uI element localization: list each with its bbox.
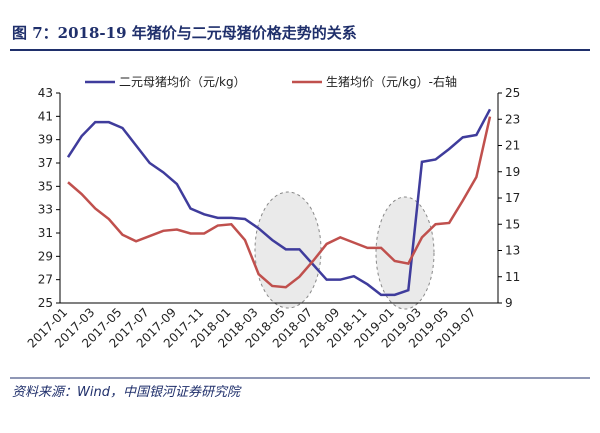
y2-tick-label: 13 <box>505 244 520 258</box>
y2-tick-label: 11 <box>505 270 520 284</box>
y-tick-label: 33 <box>38 203 53 217</box>
y-tick-label: 25 <box>38 296 53 310</box>
y2-tick-label: 17 <box>505 191 520 205</box>
y2-tick-label: 15 <box>505 217 520 231</box>
legend-label: 生猪均价（元/kg）-右轴 <box>326 74 457 89</box>
y-tick-label: 41 <box>38 109 53 123</box>
series-line <box>67 116 492 289</box>
legend-label: 二元母猪均价（元/kg） <box>119 75 246 89</box>
y2-tick-label: 19 <box>505 165 520 179</box>
series-line <box>66 108 492 297</box>
y-tick-label: 39 <box>38 133 53 147</box>
highlight <box>375 196 435 310</box>
y-tick-label: 37 <box>38 156 53 170</box>
source: 资料来源：Wind，中国银河证券研究院 <box>12 384 242 400</box>
y2-tick-label: 23 <box>505 112 520 126</box>
y-tick-label: 43 <box>38 86 53 100</box>
y2-tick-label: 21 <box>505 139 520 153</box>
y-tick-label: 27 <box>38 273 53 287</box>
y-tick-label: 31 <box>38 226 53 240</box>
chart-title: 图 7：2018-19 年猪价与二元母猪价格走势的关系 <box>12 24 357 42</box>
y-tick-label: 35 <box>38 179 53 193</box>
y-tick-label: 29 <box>38 249 53 263</box>
y2-tick-label: 9 <box>505 296 513 310</box>
y2-tick-label: 25 <box>505 86 520 100</box>
